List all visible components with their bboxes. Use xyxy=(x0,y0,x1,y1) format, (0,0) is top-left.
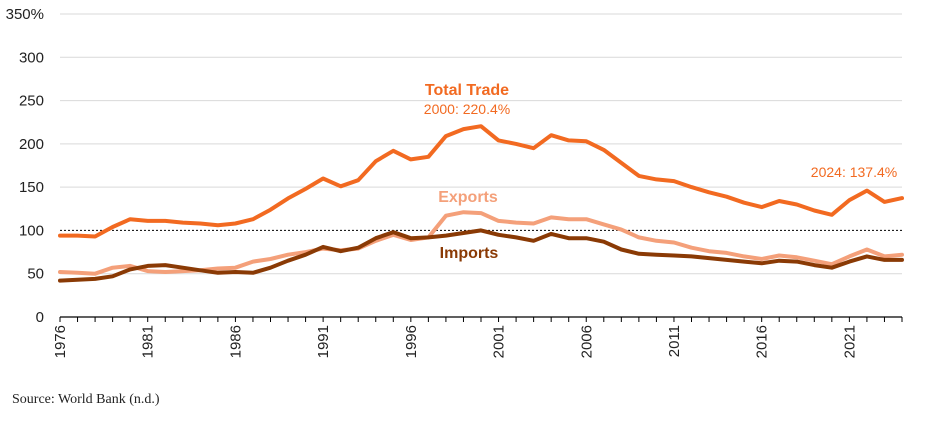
total-trade-peak-annotation: 2000: 220.4% xyxy=(424,101,510,117)
x-tick-label: 2006 xyxy=(578,325,595,358)
x-axis-ticks: 1976 1981 1986 1991 1996 2001 2006 2011 2016 2021 xyxy=(52,317,903,358)
y-tick-label: 350% xyxy=(6,6,44,23)
y-gridlines xyxy=(60,13,902,275)
series-line-total-trade xyxy=(58,124,904,239)
y-tick-label: 250 xyxy=(19,93,44,110)
series-lines xyxy=(58,124,904,283)
exports-label: Exports xyxy=(438,189,498,206)
x-tick-label: 1996 xyxy=(403,325,420,358)
y-tick-label: 150 xyxy=(19,179,44,196)
series-line-imports xyxy=(58,228,904,283)
x-tick-label: 2001 xyxy=(491,325,508,358)
x-tick-label: 1991 xyxy=(315,325,332,358)
x-tick-label: 2011 xyxy=(666,325,683,357)
x-tick-label: 2016 xyxy=(754,325,771,358)
imports-label: Imports xyxy=(440,245,499,262)
x-tick-label: 1981 xyxy=(140,325,157,358)
x-tick-label: 1986 xyxy=(227,325,244,358)
y-axis-ticks: 0 50 100 150 200 250 300 350% xyxy=(6,6,44,326)
y-tick-label: 100 xyxy=(19,222,44,239)
total-trade-end-annotation: 2024: 137.4% xyxy=(811,164,897,180)
y-tick-label: 300 xyxy=(19,49,44,66)
y-tick-label: 0 xyxy=(36,309,44,326)
x-tick-label: 1976 xyxy=(52,325,69,358)
total-trade-label: Total Trade xyxy=(425,82,509,99)
source-note: Source: World Bank (n.d.) xyxy=(12,392,160,407)
x-tick-label: 2021 xyxy=(841,325,858,358)
y-tick-label: 200 xyxy=(19,136,44,153)
y-tick-label: 50 xyxy=(27,266,44,283)
